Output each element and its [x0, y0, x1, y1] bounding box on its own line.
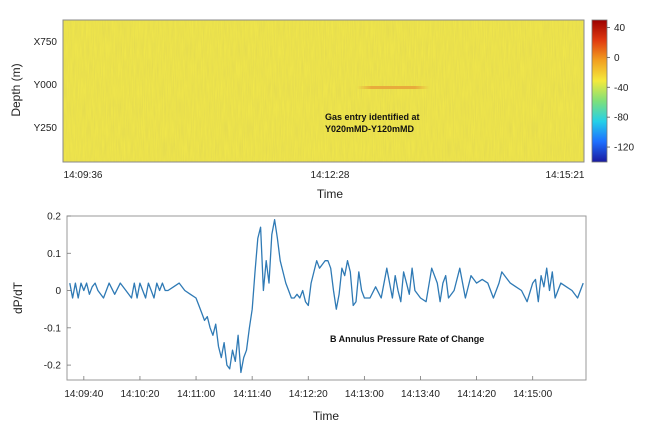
heatmap-texture	[63, 20, 584, 162]
line-x-tick: 14:12:20	[289, 389, 328, 400]
line-annotation: B Annulus Pressure Rate of Change	[330, 334, 484, 344]
colorbar-ticks: 40 0 -40 -80 -120	[607, 23, 634, 154]
heatmap-y-ticks: X750 Y000 Y250	[34, 37, 58, 134]
colorbar-tick-label: -80	[614, 113, 629, 124]
colorbar: 40 0 -40 -80 -120	[591, 19, 634, 163]
line-x-tick: 14:10:20	[120, 389, 159, 400]
gas-entry-anomaly	[356, 86, 430, 89]
heatmap-annotation-line-2: Y020mMD-Y120mMD	[325, 124, 415, 134]
line-y-tick: -0.1	[44, 323, 62, 334]
plot-area	[66, 215, 587, 381]
heatmap-x-tick: 14:09:36	[64, 170, 103, 181]
heatmap-annotation-line-1: Gas entry identified at	[325, 112, 420, 122]
line-chart-panel: 0.2 0.1 0 -0.1 -0.2 14:09:40 14:10:20 14:11:00…	[11, 212, 587, 423]
line-y-tick: 0.1	[47, 249, 61, 260]
colorbar-tick-label: -40	[614, 83, 629, 94]
line-x-tick: 14:11:40	[233, 389, 272, 400]
heatmap-y-tick: Y000	[34, 80, 58, 91]
heatmap-y-tick: Y250	[34, 123, 58, 134]
line-y-ticks: 0.2 0.1 0 -0.1 -0.2	[44, 212, 71, 372]
line-y-tick: -0.2	[44, 361, 62, 372]
line-y-axis-label: dP/dT	[11, 281, 25, 314]
heatmap-x-tick: 14:12:28	[311, 170, 350, 181]
heatmap-x-tick: 14:15:21	[546, 170, 585, 181]
line-x-tick: 14:13:00	[345, 389, 384, 400]
line-x-tick: 14:11:00	[177, 389, 216, 400]
heatmap-frame	[62, 19, 585, 163]
heatmap-y-axis-label: Depth (m)	[9, 63, 23, 116]
colorbar-tick-label: -120	[614, 143, 634, 154]
colorbar-tick-label: 0	[614, 53, 620, 64]
line-x-axis-label: Time	[313, 409, 340, 423]
line-x-tick: 14:15:00	[513, 389, 552, 400]
line-y-tick: 0	[55, 286, 61, 297]
line-x-tick: 14:13:40	[401, 389, 440, 400]
colorbar-tick-label: 40	[614, 23, 626, 34]
heatmap-y-tick: X750	[34, 37, 58, 48]
colorbar-gradient	[591, 19, 608, 163]
line-x-ticks: 14:09:40 14:10:20 14:11:00 14:11:40 14:12:20…	[64, 376, 553, 400]
line-x-tick: 14:09:40	[64, 389, 103, 400]
pressure-rate-line	[69, 219, 584, 374]
line-y-tick: 0.2	[47, 212, 61, 223]
heatmap-x-ticks: 14:09:36 14:12:28 14:15:21	[64, 170, 585, 181]
heatmap-x-axis-label: Time	[317, 187, 344, 201]
line-x-tick: 14:14:20	[457, 389, 496, 400]
heatmap-panel: X750 Y000 Y250 14:09:36 14:12:28 14:15:2…	[9, 19, 585, 201]
